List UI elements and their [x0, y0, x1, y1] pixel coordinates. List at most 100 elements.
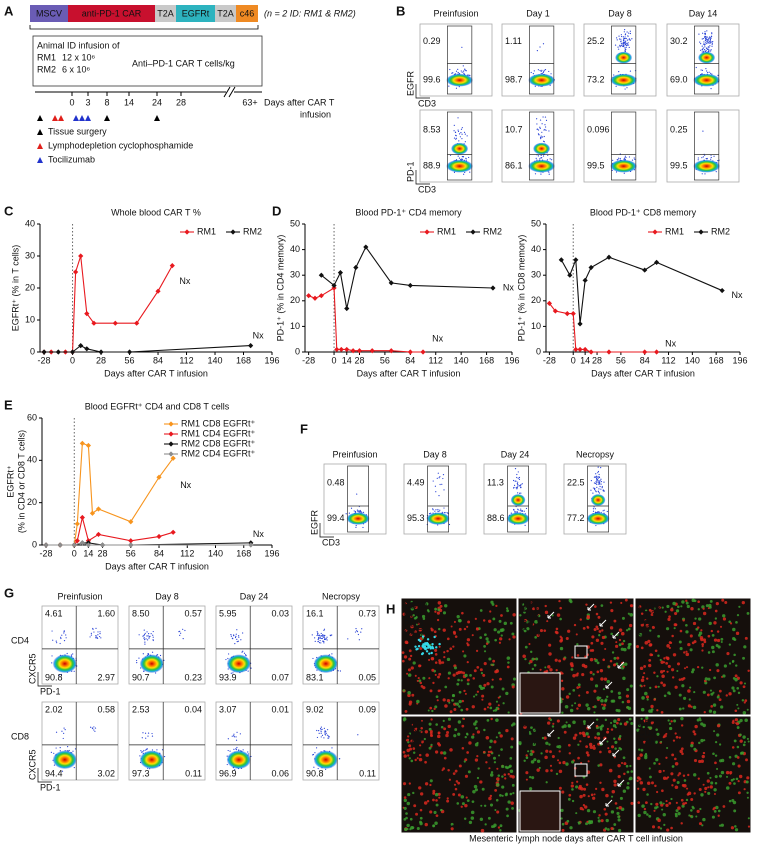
- cell: [709, 689, 713, 692]
- cell: [715, 805, 719, 810]
- cell: [476, 776, 480, 780]
- event-dot: [460, 132, 462, 134]
- cell: [607, 828, 610, 831]
- cell: [430, 651, 433, 655]
- event-dot: [149, 635, 151, 637]
- cell: [682, 619, 685, 622]
- cell: [460, 805, 463, 808]
- cell: [592, 810, 597, 814]
- cell: [585, 822, 588, 826]
- event-dot: [706, 71, 709, 74]
- cell: [484, 823, 487, 826]
- cell: [656, 805, 659, 809]
- column-title: Day 24: [240, 591, 269, 601]
- event-dot: [541, 136, 544, 138]
- cell: [572, 720, 576, 725]
- data-point: [84, 346, 90, 352]
- event-dot: [90, 726, 92, 728]
- event-dot: [516, 483, 518, 485]
- cell: [443, 655, 446, 659]
- cell: [510, 737, 514, 741]
- cell: [497, 696, 500, 699]
- cell: [485, 637, 489, 641]
- event-dot: [517, 508, 519, 510]
- cell: [739, 718, 743, 723]
- event-dot: [230, 672, 232, 674]
- event-dot: [68, 749, 70, 752]
- cell: [419, 816, 423, 820]
- cell: [599, 725, 603, 729]
- cell: [435, 814, 439, 818]
- cell: [600, 819, 604, 823]
- event-dot: [701, 51, 703, 53]
- cell: [485, 736, 490, 740]
- cell: [742, 711, 747, 715]
- cell: [573, 623, 577, 627]
- cell: [442, 628, 446, 632]
- cell: [655, 790, 659, 794]
- event-dot: [533, 70, 535, 72]
- cell: [713, 730, 716, 733]
- cell: [482, 750, 486, 754]
- event-dot: [626, 44, 628, 47]
- cell: [561, 687, 565, 691]
- cell: [729, 771, 733, 775]
- event-dot: [703, 50, 705, 52]
- cell: [549, 764, 553, 767]
- cell: [690, 815, 694, 819]
- cell: [462, 650, 465, 653]
- cell: [666, 644, 670, 648]
- event-dot: [598, 492, 601, 494]
- event-dot: [598, 483, 600, 485]
- cell: [689, 634, 693, 638]
- cell: [709, 668, 712, 672]
- cell: [537, 614, 541, 618]
- cell: [466, 643, 470, 647]
- event-dot: [95, 627, 97, 630]
- event-dot: [623, 158, 625, 160]
- cell: [534, 636, 537, 639]
- inset-box: [574, 645, 588, 659]
- cell: [601, 635, 606, 640]
- data-point: [156, 533, 162, 540]
- event-dot: [597, 491, 600, 493]
- cell: [560, 808, 564, 813]
- timeline-tick-label: 14: [124, 97, 134, 107]
- column-title: Day 8: [155, 591, 179, 601]
- cell: [489, 706, 493, 710]
- cell: [637, 801, 641, 804]
- cell: [577, 683, 581, 687]
- event-dot: [457, 117, 459, 119]
- cell: [653, 698, 656, 701]
- data-point: [91, 320, 97, 326]
- cell: [507, 800, 511, 804]
- event-dot: [458, 133, 461, 135]
- event-dot: [601, 487, 603, 489]
- cell: [737, 764, 741, 768]
- event-dot: [345, 513, 347, 515]
- event-dot: [141, 751, 143, 753]
- event-dot: [96, 636, 98, 639]
- event-dot: [626, 87, 628, 89]
- event-dot: [629, 70, 632, 72]
- y-tick-label: 50: [290, 218, 300, 228]
- event-dot: [712, 40, 714, 43]
- cell: [626, 688, 630, 692]
- event-dot: [620, 34, 622, 36]
- event-dot: [532, 73, 534, 75]
- data-point: [407, 349, 413, 355]
- cell: [487, 816, 491, 820]
- cell: [702, 607, 705, 610]
- cell: [492, 663, 495, 666]
- cell: [427, 610, 430, 613]
- event-dot: [236, 731, 238, 733]
- event-dot: [706, 158, 708, 160]
- cell: [601, 629, 604, 632]
- channel-label: CAR: [521, 736, 541, 746]
- cell: [593, 657, 596, 661]
- cell: [578, 694, 581, 697]
- cell: [488, 767, 491, 770]
- density-blob: [226, 750, 251, 770]
- cell: [558, 786, 562, 790]
- cell: [582, 733, 586, 738]
